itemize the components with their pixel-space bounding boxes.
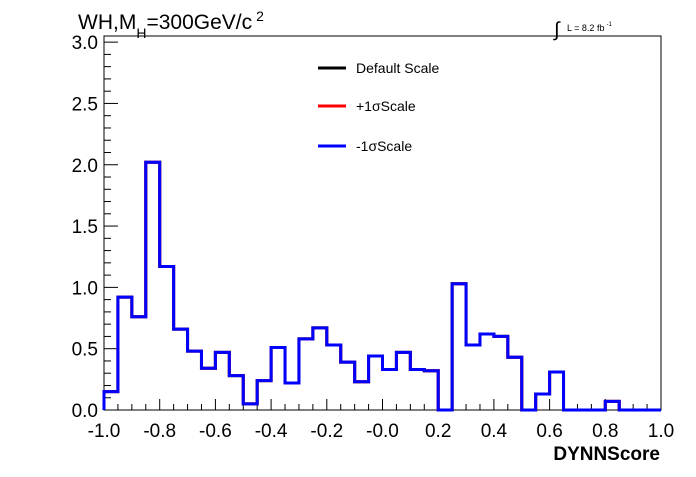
x-tick-label: -0.0: [366, 421, 399, 442]
y-tick-label: 3.0: [72, 33, 98, 54]
legend-label-2: -1σScale: [356, 138, 412, 154]
y-tick-label: 2.5: [72, 94, 98, 115]
x-tick-label: 0.2: [425, 421, 451, 442]
x-tick-label: -1.0: [88, 421, 121, 442]
lumi-superscript: -1: [606, 22, 612, 28]
y-axis: 0.0 0.5 1.0 1.5 2.0 2.5 3.0: [72, 33, 118, 422]
lumi-annotation: L = 8.2 fb -1: [567, 22, 612, 33]
y-tick-label: 0.0: [72, 401, 98, 422]
x-tick-label: 0.4: [481, 421, 508, 442]
lumi-text: L = 8.2 fb: [567, 23, 604, 33]
legend-label-0: Default Scale: [356, 60, 439, 76]
x-tick-label: -0.2: [310, 421, 343, 442]
x-tick-label: 1.0: [648, 421, 674, 442]
chart-title: WH,MH=300GeV/c 2: [78, 8, 264, 41]
x-axis: -1.0 -0.8 -0.6 -0.4 -0.2 -0.0 0.2 0.4 0.6 0.8 1.0: [88, 399, 674, 442]
chart-title-superscript: 2: [256, 8, 264, 24]
chart-title-base: WH,M: [78, 11, 136, 34]
legend: Default Scale +1σScale -1σScale: [318, 60, 439, 154]
legend-label-1: +1σScale: [356, 98, 416, 114]
x-tick-label: 0.8: [592, 421, 618, 442]
chart-title-mid: =300GeV/c: [146, 11, 252, 34]
y-tick-label: 0.5: [72, 340, 98, 361]
y-tick-label: 1.5: [72, 217, 98, 238]
y-tick-label: 2.0: [72, 156, 98, 177]
y-tick-label: 1.0: [72, 278, 98, 299]
x-tick-label: -0.4: [255, 421, 288, 442]
x-axis-title: DYNNScore: [553, 444, 660, 465]
series-layer: [102, 160, 661, 412]
chart-title-subscript: H: [136, 25, 146, 41]
series-line-2: [102, 160, 661, 412]
x-tick-label: -0.6: [199, 421, 232, 442]
x-tick-label: 0.6: [536, 421, 562, 442]
lumi-integral-symbol: ∫: [553, 19, 561, 41]
x-tick-label: -0.8: [143, 421, 176, 442]
